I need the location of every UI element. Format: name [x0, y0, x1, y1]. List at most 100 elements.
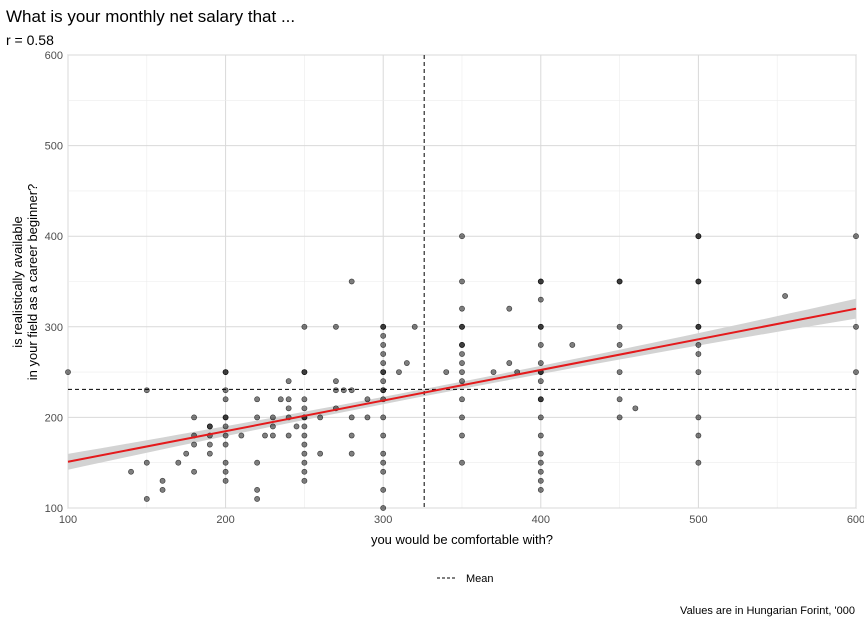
data-point	[285, 378, 292, 385]
data-point	[459, 351, 465, 357]
data-point	[616, 369, 623, 375]
regression-line-group	[67, 307, 857, 463]
scatter-points	[65, 233, 859, 511]
data-point	[301, 323, 308, 330]
data-point	[380, 378, 387, 385]
data-point	[183, 450, 190, 457]
data-point	[222, 396, 229, 403]
data-point	[380, 450, 387, 457]
data-point	[364, 414, 371, 421]
data-point	[537, 296, 544, 303]
data-point	[490, 369, 497, 375]
data-point	[269, 423, 276, 430]
data-point	[301, 405, 308, 412]
data-point	[222, 387, 229, 394]
data-point	[333, 387, 339, 394]
legend: Mean	[437, 573, 494, 585]
data-point	[459, 323, 465, 330]
data-point	[537, 459, 544, 466]
data-point	[277, 396, 284, 403]
data-point	[301, 423, 308, 430]
data-point	[537, 360, 544, 366]
data-point	[459, 342, 465, 348]
data-point	[459, 459, 465, 466]
data-point	[380, 486, 387, 493]
regression-line	[67, 307, 857, 463]
data-point	[537, 396, 544, 403]
data-point	[175, 459, 182, 466]
data-point	[380, 342, 387, 348]
data-point	[143, 459, 150, 466]
data-point	[459, 278, 465, 285]
y-axis-title-line-1: is realistically available	[10, 216, 25, 348]
data-point	[254, 414, 261, 421]
data-point	[238, 432, 245, 439]
data-point	[301, 396, 308, 403]
data-point	[380, 387, 387, 394]
x-tick-label: 200	[216, 514, 234, 526]
data-point	[348, 450, 355, 457]
data-point	[537, 414, 544, 421]
data-point	[459, 305, 465, 312]
data-point	[616, 278, 623, 285]
data-point	[301, 450, 308, 457]
data-point	[159, 477, 166, 484]
data-point	[254, 459, 261, 466]
data-point	[380, 351, 387, 357]
data-point	[380, 414, 387, 421]
data-point	[695, 414, 702, 421]
data-point	[206, 441, 213, 448]
data-point	[222, 414, 229, 421]
data-point	[459, 360, 465, 366]
legend-mean-label: Mean	[466, 573, 494, 585]
data-point	[695, 342, 702, 348]
data-point	[537, 342, 544, 348]
data-point	[254, 486, 261, 493]
data-point	[222, 477, 229, 484]
x-tick-label: 300	[374, 514, 392, 526]
data-point	[616, 396, 623, 403]
data-point	[443, 369, 450, 375]
data-point	[364, 396, 371, 403]
data-point	[301, 468, 308, 475]
y-axis-title-line-2: in your field as a career beginner?	[25, 184, 40, 381]
data-point	[695, 351, 702, 357]
data-point	[537, 323, 544, 330]
data-point	[128, 468, 134, 475]
data-point	[285, 432, 292, 439]
data-point	[459, 396, 465, 403]
data-point	[301, 369, 308, 375]
data-point	[317, 450, 324, 457]
data-point	[380, 360, 387, 366]
data-point	[348, 414, 355, 421]
data-point	[695, 233, 702, 240]
data-point	[348, 432, 355, 439]
data-point	[333, 378, 339, 385]
data-point	[222, 459, 229, 466]
y-tick-label: 100	[45, 503, 63, 515]
data-point	[269, 414, 276, 421]
data-point	[616, 323, 623, 330]
data-point	[782, 293, 788, 299]
data-point	[262, 432, 268, 439]
data-point	[380, 332, 387, 339]
data-point	[537, 468, 544, 475]
y-tick-label: 600	[45, 50, 63, 62]
data-point	[853, 323, 859, 330]
data-point	[537, 378, 544, 385]
data-point	[537, 450, 544, 457]
y-tick-label: 200	[45, 412, 63, 424]
data-point	[459, 369, 465, 375]
data-point	[380, 459, 387, 466]
data-point	[301, 432, 308, 439]
data-point	[340, 387, 347, 394]
chart-title: What is your monthly net salary that ...	[6, 7, 295, 26]
data-point	[348, 278, 355, 285]
data-point	[632, 405, 639, 412]
data-point	[380, 432, 387, 439]
data-point	[695, 278, 702, 285]
data-point	[65, 369, 71, 375]
data-point	[411, 323, 418, 330]
chart-caption: Values are in Hungarian Forint, '000	[680, 605, 855, 617]
